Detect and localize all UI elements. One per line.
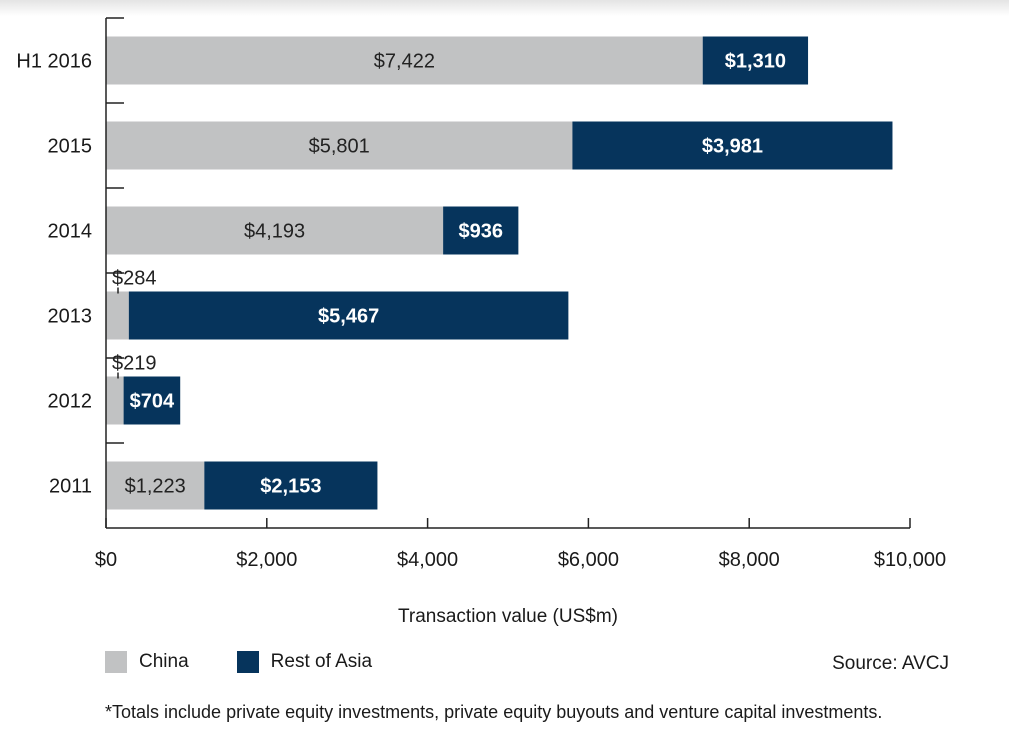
x-tick-label-1: $2,000	[236, 549, 297, 571]
category-label-h1-2016: H1 2016	[16, 51, 92, 73]
bar-rest-of-asia-2014	[443, 206, 519, 255]
category-label-2015: 2015	[48, 136, 93, 158]
data-label-china-2011: $1,223	[125, 476, 186, 498]
bar-rest-of-asia-2015	[572, 121, 893, 170]
footnote: *Totals include private equity investmen…	[105, 702, 883, 722]
data-label-rest-of-asia-2011: $2,153	[260, 476, 321, 498]
legend-label-china: China	[139, 651, 189, 672]
bar-china-2012	[106, 376, 124, 425]
x-tick-label-2: $4,000	[397, 549, 458, 571]
bar-china-2015	[106, 121, 573, 170]
source-note: Source: AVCJ	[832, 653, 949, 674]
bar-china-2011	[106, 461, 205, 510]
data-label-rest-of-asia-2012: $704	[130, 391, 175, 413]
data-label-china-2012: $219	[112, 353, 157, 375]
x-tick-label-4: $8,000	[719, 549, 780, 571]
bar-rest-of-asia-2013	[128, 291, 569, 340]
legend-item-rest-of-asia: Rest of Asia	[236, 651, 373, 673]
legend-label-rest-of-asia: Rest of Asia	[270, 651, 373, 672]
data-label-rest-of-asia-2015: $3,981	[702, 136, 763, 158]
data-label-china-2014: $4,193	[244, 221, 305, 243]
bar-chart: H1 2016 $7,422 $1,310 2015 $5,801 $3,981 2014 $…	[16, 17, 946, 627]
legend-swatch-rest-of-asia	[236, 651, 259, 673]
x-tick-label-0: $0	[95, 549, 117, 571]
data-label-rest-of-asia-2014: $936	[458, 221, 503, 243]
category-label-2011: 2011	[49, 476, 92, 498]
data-label-rest-of-asia-h1-2016: $1,310	[725, 51, 786, 73]
category-label-2012: 2012	[48, 391, 93, 413]
bar-china-2014	[106, 206, 444, 255]
x-tick-label-3: $6,000	[558, 549, 619, 571]
bar-china-h1-2016	[106, 36, 703, 85]
x-tick-label-5: $10,000	[874, 549, 946, 571]
legend-swatch-china	[105, 651, 127, 673]
bar-rest-of-asia-2011	[204, 461, 378, 510]
bar-rest-of-asia-2012	[123, 376, 181, 425]
bar-rest-of-asia-h1-2016	[702, 36, 809, 85]
category-label-2013: 2013	[48, 306, 93, 328]
data-label-china-2013: $284	[112, 268, 157, 290]
category-label-2014: 2014	[48, 221, 93, 243]
data-label-china-2015: $5,801	[309, 136, 370, 158]
legend: China Rest of Asia	[105, 651, 420, 673]
data-label-china-h1-2016: $7,422	[374, 51, 435, 73]
x-axis-title: Transaction value (US$m)	[398, 606, 618, 627]
bar-china-2013	[106, 291, 129, 340]
data-label-rest-of-asia-2013: $5,467	[318, 306, 379, 328]
legend-item-china: China	[105, 651, 189, 673]
